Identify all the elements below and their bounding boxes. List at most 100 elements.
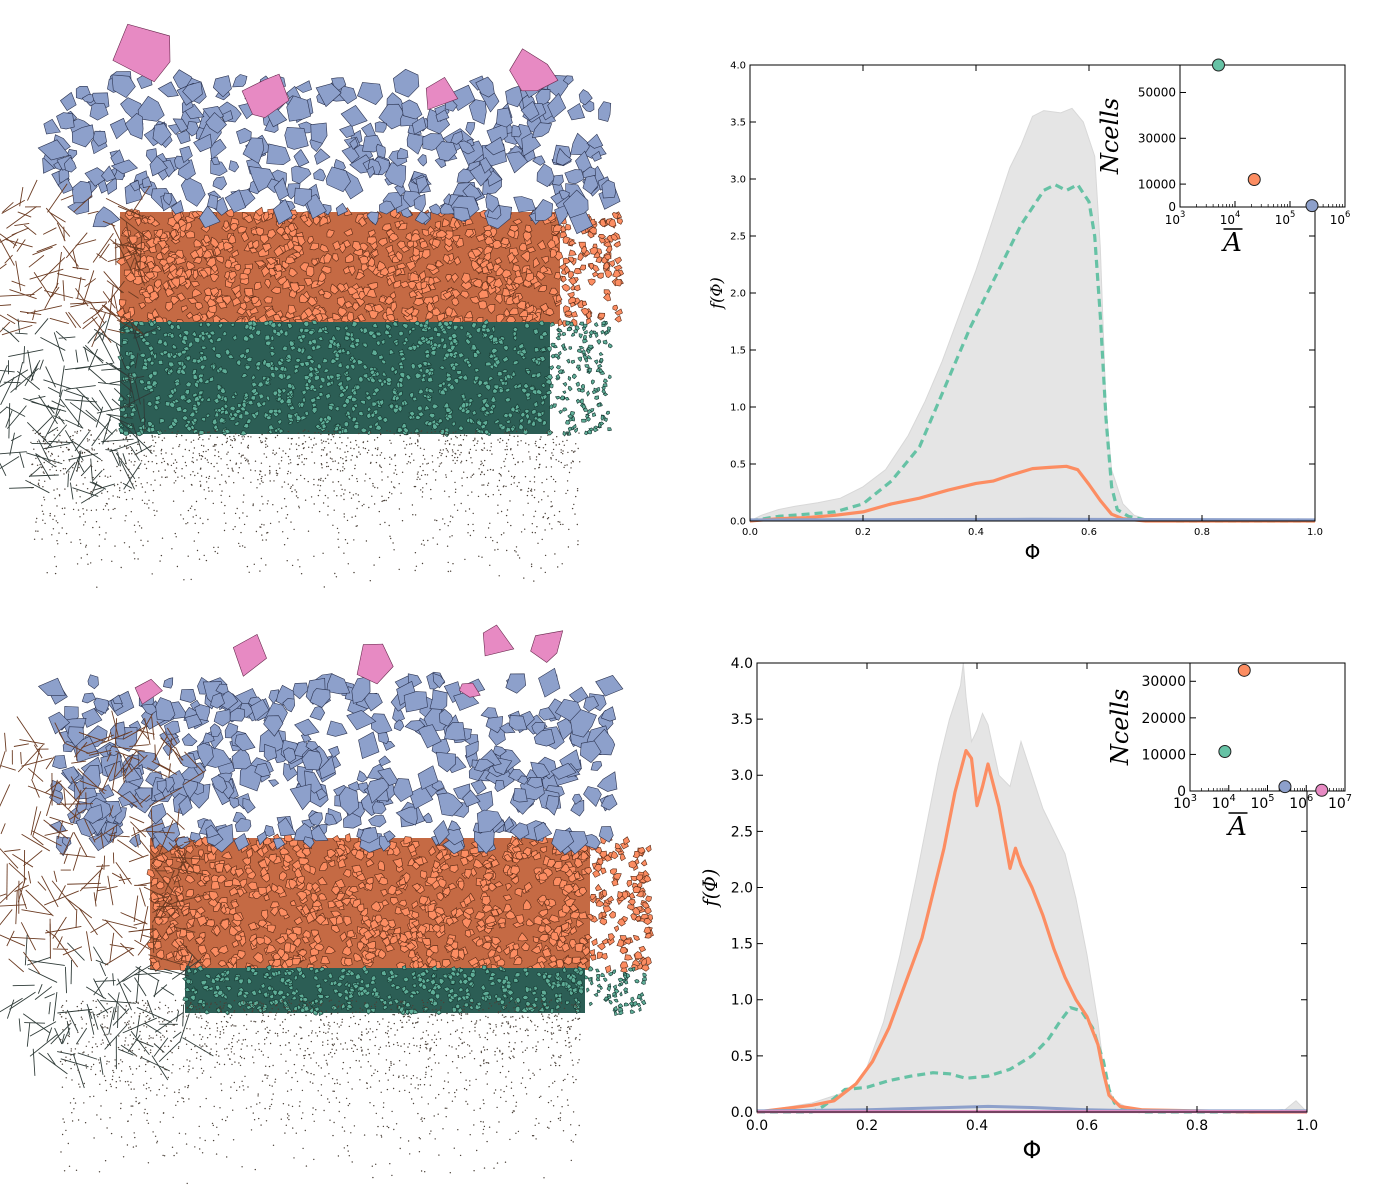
- speckle-dot: [481, 484, 483, 486]
- speckle-dot: [511, 454, 514, 456]
- green-cell-band-edge-cell: [607, 374, 612, 380]
- speckle-dot: [43, 461, 45, 464]
- green-cell-band-cell: [369, 377, 377, 384]
- speckle-dot: [280, 460, 283, 462]
- speckle-dot: [422, 463, 424, 465]
- speckle-dot: [182, 518, 185, 520]
- speckle-dot: [46, 572, 48, 574]
- speckle-dot: [470, 457, 472, 459]
- green-cell-band-cell: [215, 352, 222, 359]
- speckle-dot: [254, 460, 257, 462]
- speckle-dot: [471, 462, 473, 464]
- speckle-dot: [293, 528, 295, 531]
- green-cell-band-edge-cell: [602, 378, 609, 384]
- speckle-dot: [80, 542, 82, 545]
- speckle-dot: [154, 514, 156, 517]
- green-cell-band-cell: [131, 372, 138, 378]
- speckle-dot: [509, 500, 511, 502]
- speckle-dot: [130, 511, 132, 513]
- orange-cell-band-cell: [146, 260, 156, 270]
- speckle-dot: [347, 450, 349, 453]
- speckle-dot: [52, 460, 54, 463]
- speckle-dot: [176, 461, 178, 463]
- green-cell-band-cell: [344, 384, 349, 392]
- green-cell-band-cell: [470, 322, 477, 329]
- blue-fracture-cell: [157, 81, 179, 98]
- green-cell-band-cell: [522, 967, 528, 973]
- speckle-dot: [141, 499, 144, 501]
- speckle-dot: [272, 452, 274, 454]
- green-cell-band-cell: [546, 429, 554, 436]
- speckle-dot: [332, 481, 334, 483]
- speckle-dot: [516, 485, 518, 487]
- speckle-dot: [510, 448, 512, 450]
- speckle-dot: [574, 450, 576, 452]
- green-cell-band-cell: [311, 402, 317, 408]
- speckle-dot: [232, 528, 234, 531]
- speckle-dot: [178, 445, 180, 448]
- speckle-dot: [398, 568, 400, 571]
- speckle-dot: [233, 435, 235, 437]
- speckle-dot: [131, 453, 133, 455]
- speckle-dot: [154, 436, 156, 438]
- green-cell-band-cell: [484, 410, 491, 415]
- speckle-dot: [152, 502, 154, 504]
- orange-cell-band-cell: [381, 223, 392, 232]
- speckle-dot: [520, 489, 522, 491]
- speckle-dot: [134, 460, 136, 463]
- speckle-dot: [298, 507, 300, 509]
- fracture-trace-line: [97, 381, 121, 386]
- speckle-dot: [358, 451, 360, 453]
- speckle-dot: [231, 467, 233, 469]
- speckle-dot: [331, 434, 333, 436]
- speckle-dot: [112, 443, 115, 445]
- speckle-dot: [199, 480, 201, 483]
- green-cell-band-cell: [456, 374, 464, 380]
- speckle-dot: [137, 558, 139, 560]
- green-cell-band-cell: [549, 1007, 555, 1014]
- speckle-dot: [289, 448, 291, 450]
- orange-cell-band-cell: [460, 281, 473, 291]
- fracture-trace-line: [84, 278, 97, 288]
- orange-cell-band-cell: [330, 283, 339, 295]
- speckle-dot: [454, 456, 456, 459]
- speckle-dot: [320, 477, 322, 480]
- speckle-dot: [317, 431, 320, 434]
- speckle-dot: [529, 458, 531, 460]
- speckle-dot: [465, 510, 467, 512]
- fracture-trace-line: [55, 330, 67, 341]
- green-cell-band-cell: [184, 397, 193, 404]
- speckle-dot: [379, 464, 381, 466]
- speckle-dot: [217, 546, 219, 548]
- speckle-dot: [541, 538, 543, 541]
- speckle-dot: [198, 434, 200, 436]
- speckle-dot: [276, 434, 279, 437]
- speckle-dot: [504, 449, 506, 451]
- speckle-dot: [260, 477, 262, 480]
- speckle-dot: [469, 448, 472, 451]
- speckle-dot: [58, 495, 61, 497]
- speckle-dot: [342, 462, 344, 465]
- speckle-dot: [128, 468, 130, 471]
- speckle-dot: [311, 451, 313, 453]
- speckle-dot: [265, 446, 267, 448]
- speckle-dot: [454, 462, 456, 464]
- speckle-dot: [514, 463, 516, 466]
- green-cell-band-edge-cell: [581, 418, 587, 423]
- speckle-dot: [331, 458, 333, 460]
- speckle-dot: [289, 459, 291, 461]
- green-cell-band-cell: [150, 330, 157, 335]
- green-cell-band-cell: [515, 403, 520, 411]
- speckle-dot: [285, 517, 287, 519]
- speckle-dot: [535, 456, 538, 458]
- speckle-dot: [167, 464, 169, 466]
- speckle-dot: [85, 544, 88, 546]
- speckle-dot: [320, 433, 322, 435]
- fracture-trace-line: [15, 332, 28, 335]
- speckle-dot: [147, 460, 150, 463]
- speckle-dot: [568, 471, 571, 474]
- orange-cell-band-cell: [405, 260, 416, 271]
- green-cell-band-cell: [344, 335, 351, 341]
- speckle-dot: [129, 435, 131, 437]
- speckle-dot: [533, 515, 535, 518]
